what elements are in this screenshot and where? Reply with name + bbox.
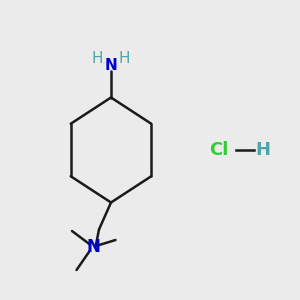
Text: H: H xyxy=(92,51,103,66)
Text: N: N xyxy=(105,58,117,74)
Text: H: H xyxy=(255,141,270,159)
Text: H: H xyxy=(119,51,130,66)
Text: Cl: Cl xyxy=(209,141,229,159)
Text: N: N xyxy=(86,238,100,256)
